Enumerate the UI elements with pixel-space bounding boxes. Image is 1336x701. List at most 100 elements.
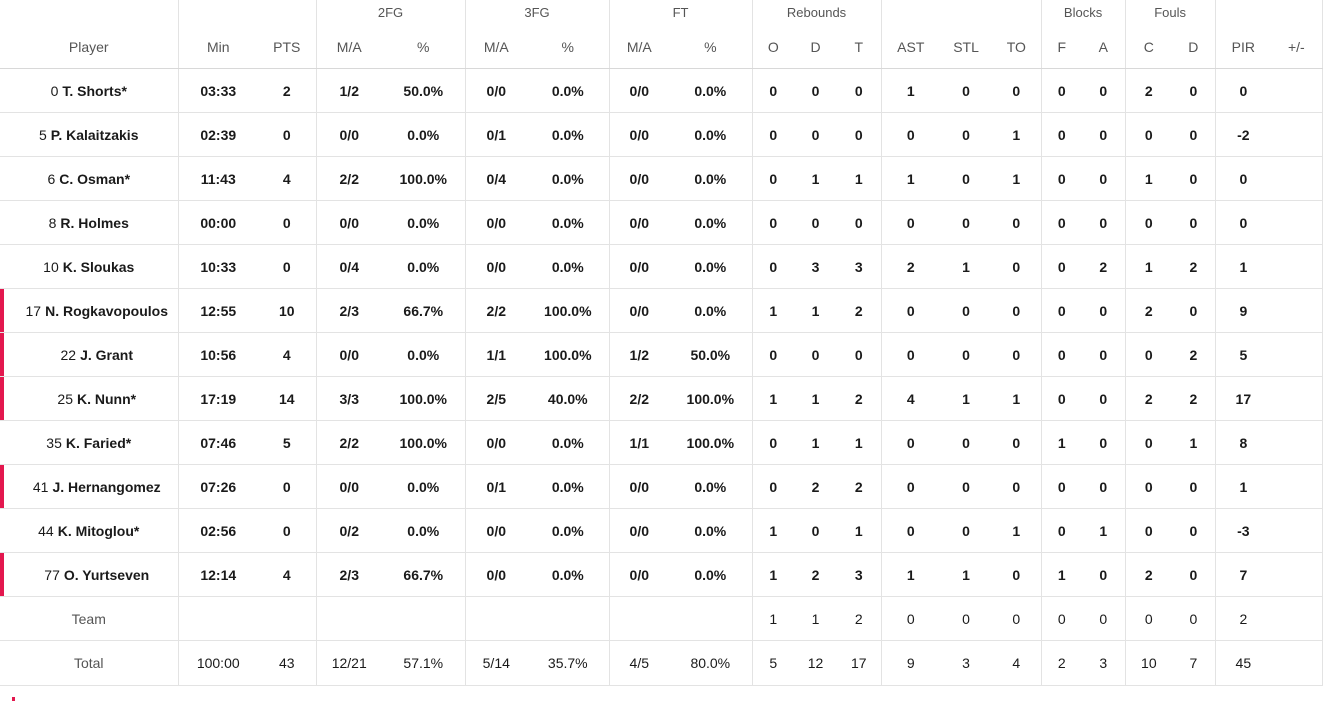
player-name-cell[interactable]: 0 T. Shorts* xyxy=(0,68,179,113)
group-blocks: Blocks xyxy=(1041,0,1126,25)
column-header-foul-c[interactable]: C xyxy=(1125,25,1173,69)
player-name-cell[interactable]: 10 K. Sloukas xyxy=(0,244,179,289)
player-name[interactable]: N. Rogkavopoulos xyxy=(45,302,168,319)
player-name-cell[interactable]: 77 O. Yurtseven xyxy=(0,552,179,597)
stat-cell-reb-t: 3 xyxy=(837,244,882,289)
stat-cell-pir: -3 xyxy=(1215,508,1272,553)
player-name[interactable]: K. Mitoglou* xyxy=(57,522,140,539)
stat-cell-reb-o: 0 xyxy=(752,464,795,509)
player-name[interactable]: J. Hernangomez xyxy=(52,478,161,495)
player-name-cell[interactable]: 8 R. Holmes xyxy=(0,200,179,245)
column-header-blk-f[interactable]: F xyxy=(1041,25,1083,69)
stat-cell-blk-f: 0 xyxy=(1041,244,1083,289)
column-header-ast[interactable]: AST xyxy=(881,25,941,69)
stat-cell-reb-d: 0 xyxy=(794,508,838,553)
player-name[interactable]: R. Holmes xyxy=(60,214,129,231)
stat-cell-3fg-ma: 5/14 xyxy=(465,640,528,686)
stat-cell-3fg-ma: 0/4 xyxy=(465,156,528,201)
column-header-stl[interactable]: STL xyxy=(940,25,993,69)
stat-cell-min: 02:56 xyxy=(178,508,258,553)
player-row: 25 K. Nunn* 17:19 14 3/3 100.0% 2/5 40.0% 2/2 100… xyxy=(0,376,1323,421)
player-row: 77 O. Yurtseven 12:14 4 2/3 66.7% 0/0 0.0% 0/0 0.… xyxy=(0,552,1323,597)
column-header-3fg-ma[interactable]: M/A xyxy=(465,25,528,69)
stat-cell-plus-minus xyxy=(1271,640,1323,686)
stat-cell-blk-f: 0 xyxy=(1041,376,1083,421)
stat-cell-2fg-pct: 0.0% xyxy=(382,244,466,289)
column-header-blk-a[interactable]: A xyxy=(1082,25,1126,69)
column-header-ft-ma[interactable]: M/A xyxy=(609,25,670,69)
column-header-reb-t[interactable]: T xyxy=(837,25,882,69)
stat-cell-2fg-ma: 2/3 xyxy=(316,552,382,597)
player-name[interactable]: K. Nunn* xyxy=(76,390,137,407)
stat-cell-3fg-pct xyxy=(527,596,610,641)
player-name-cell[interactable]: 6 C. Osman* xyxy=(0,156,179,201)
stat-cell-blk-f: 0 xyxy=(1041,112,1083,157)
stat-cell-stl: 0 xyxy=(940,200,993,245)
column-header-plus-minus[interactable]: +/- xyxy=(1271,25,1323,69)
stat-cell-blk-f: 0 xyxy=(1041,156,1083,201)
stat-cell-blk-a: 2 xyxy=(1082,244,1126,289)
stat-cell-pir: 0 xyxy=(1215,156,1272,201)
column-header-to[interactable]: TO xyxy=(992,25,1042,69)
stat-cell-reb-o: 0 xyxy=(752,112,795,157)
stat-cell-ast: 0 xyxy=(881,596,941,641)
stat-cell-3fg-pct: 0.0% xyxy=(527,156,610,201)
stat-cell-plus-minus xyxy=(1271,332,1323,377)
player-name-cell[interactable]: 25 K. Nunn* xyxy=(0,376,179,421)
stat-cell-pir: 17 xyxy=(1215,376,1272,421)
player-name-cell[interactable]: 17 N. Rogkavopoulos xyxy=(0,288,179,333)
stat-cell-reb-d: 1 xyxy=(794,420,838,465)
stat-cell-pir: 0 xyxy=(1215,200,1272,245)
player-name-cell[interactable]: 44 K. Mitoglou* xyxy=(0,508,179,553)
group-2fg: 2FG xyxy=(316,0,466,25)
stat-cell-foul-d: 0 xyxy=(1172,200,1216,245)
stat-cell-ft-ma: 1/1 xyxy=(609,420,670,465)
stat-cell-2fg-ma: 0/4 xyxy=(316,244,382,289)
stat-cell-2fg-ma: 3/3 xyxy=(316,376,382,421)
player-number: 44 xyxy=(38,522,54,539)
stat-cell-ft-pct: 100.0% xyxy=(669,420,753,465)
stat-cell-ft-pct xyxy=(669,596,753,641)
column-header-reb-o[interactable]: O xyxy=(752,25,795,69)
column-header-2fg-pct[interactable]: % xyxy=(382,25,466,69)
column-header-player[interactable]: Player xyxy=(0,25,179,69)
column-header-min[interactable]: Min xyxy=(178,25,258,69)
player-name[interactable]: T. Shorts* xyxy=(62,82,127,99)
stat-cell-blk-f: 0 xyxy=(1041,200,1083,245)
stat-cell-reb-o: 0 xyxy=(752,420,795,465)
column-header-pts[interactable]: PTS xyxy=(258,25,317,69)
stat-cell-ft-ma: 0/0 xyxy=(609,68,670,113)
player-name[interactable]: K. Faried* xyxy=(65,434,132,451)
stat-cell-2fg-ma: 2/3 xyxy=(316,288,382,333)
column-header-pir[interactable]: PIR xyxy=(1215,25,1272,69)
player-name-cell[interactable]: 22 J. Grant xyxy=(0,332,179,377)
player-name-cell[interactable]: 5 P. Kalaitzakis xyxy=(0,112,179,157)
stat-cell-pts: 4 xyxy=(258,332,317,377)
stat-cell-blk-f: 0 xyxy=(1041,508,1083,553)
column-header-foul-d[interactable]: D xyxy=(1172,25,1216,69)
player-name-cell[interactable]: 41 J. Hernangomez xyxy=(0,464,179,509)
stat-cell-reb-d: 0 xyxy=(794,112,838,157)
stat-cell-pir: 45 xyxy=(1215,640,1272,686)
stat-cell-to: 0 xyxy=(992,288,1042,333)
stat-cell-stl: 0 xyxy=(940,508,993,553)
player-name[interactable]: O. Yurtseven xyxy=(63,566,150,583)
column-header-2fg-ma[interactable]: M/A xyxy=(316,25,382,69)
stat-cell-blk-f: 0 xyxy=(1041,68,1083,113)
stat-cell-reb-d: 1 xyxy=(794,288,838,333)
player-name[interactable]: J. Grant xyxy=(80,346,133,363)
player-name[interactable]: P. Kalaitzakis xyxy=(50,126,139,143)
stat-cell-ft-pct: 0.0% xyxy=(669,508,753,553)
player-name-cell[interactable]: 35 K. Faried* xyxy=(0,420,179,465)
stat-cell-2fg-pct xyxy=(382,596,466,641)
player-name[interactable]: C. Osman* xyxy=(59,170,131,187)
column-header-ft-pct[interactable]: % xyxy=(669,25,753,69)
stat-cell-to: 0 xyxy=(992,244,1042,289)
group-fouls: Fouls xyxy=(1125,0,1216,25)
stat-cell-reb-d: 3 xyxy=(794,244,838,289)
column-header-reb-d[interactable]: D xyxy=(794,25,838,69)
stat-cell-2fg-pct: 50.0% xyxy=(382,68,466,113)
player-name[interactable]: K. Sloukas xyxy=(62,258,135,275)
stat-cell-reb-o: 1 xyxy=(752,288,795,333)
column-header-3fg-pct[interactable]: % xyxy=(527,25,610,69)
